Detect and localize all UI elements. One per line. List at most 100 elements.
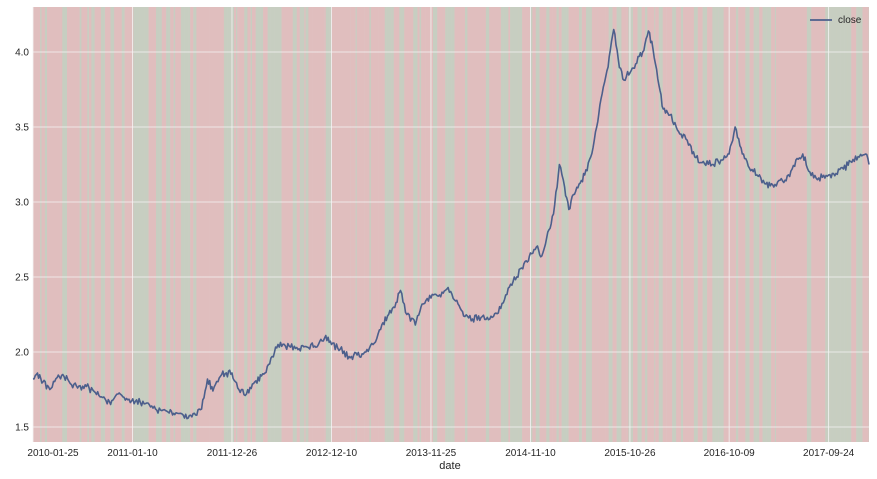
background-band (331, 7, 336, 442)
background-band (119, 7, 122, 442)
background-band (561, 7, 567, 442)
background-band (426, 7, 429, 442)
background-band (308, 7, 312, 442)
background-band (369, 7, 371, 442)
background-band (549, 7, 551, 442)
x-tick-label: 2011-01-10 (107, 448, 158, 459)
background-band (666, 7, 671, 442)
background-band (606, 7, 609, 442)
background-band (57, 7, 61, 442)
background-band (205, 7, 208, 442)
background-band (227, 7, 231, 442)
background-band (712, 7, 716, 442)
background-band (693, 7, 698, 442)
background-band (691, 7, 693, 442)
y-tick-label: 2.5 (15, 273, 29, 284)
background-band (218, 7, 221, 442)
background-band (723, 7, 726, 442)
background-band (370, 7, 376, 442)
background-band (247, 7, 251, 442)
background-band (851, 7, 857, 442)
x-tick-label: 2016-10-09 (704, 448, 756, 459)
background-band (457, 7, 462, 442)
background-band (471, 7, 475, 442)
background-band (53, 7, 58, 442)
background-band (583, 7, 586, 442)
background-band (553, 7, 556, 442)
background-band (114, 7, 119, 442)
background-band (135, 7, 140, 442)
background-band (465, 7, 468, 442)
background-band (803, 7, 806, 442)
background-band (508, 7, 511, 442)
background-band (196, 7, 201, 442)
background-band (40, 7, 42, 442)
background-band (492, 7, 494, 442)
background-band (485, 7, 490, 442)
background-band (670, 7, 673, 442)
background-band (745, 7, 750, 442)
background-band (296, 7, 300, 442)
background-band (467, 7, 472, 442)
background-band (378, 7, 381, 442)
background-band (67, 7, 69, 442)
background-band (571, 7, 576, 442)
background-band (672, 7, 677, 442)
background-band (786, 7, 789, 442)
background-band (800, 7, 802, 442)
background-band (864, 7, 869, 442)
background-band (522, 7, 524, 442)
background-band (813, 7, 818, 442)
background-band (87, 7, 89, 442)
background-band (428, 7, 432, 442)
background-band (766, 7, 772, 442)
background-band (94, 7, 98, 442)
background-band (500, 7, 504, 442)
background-band (749, 7, 754, 442)
x-tick-label: 2012-12-10 (306, 448, 358, 459)
background-band (419, 7, 422, 442)
background-band (440, 7, 444, 442)
background-band (238, 7, 241, 442)
background-band (604, 7, 606, 442)
background-band (645, 7, 648, 442)
y-tick-label: 4.0 (15, 48, 29, 59)
background-band (299, 7, 305, 442)
background-band (214, 7, 219, 442)
background-band (518, 7, 523, 442)
background-band (391, 7, 394, 442)
background-band (37, 7, 41, 442)
background-band (811, 7, 814, 442)
background-band (586, 7, 591, 442)
background-band (325, 7, 328, 442)
background-band (781, 7, 784, 442)
background-color-bands (33, 7, 869, 442)
background-band (822, 7, 824, 442)
background-band (148, 7, 152, 442)
background-band (689, 7, 692, 442)
background-band (417, 7, 420, 442)
background-band (315, 7, 318, 442)
background-band (270, 7, 275, 442)
background-band (609, 7, 613, 442)
background-band (209, 7, 214, 442)
background-band (655, 7, 659, 442)
background-band (568, 7, 572, 442)
background-band (89, 7, 92, 442)
x-tick-label: 2017-09-24 (803, 448, 855, 459)
background-band (579, 7, 582, 442)
background-band (628, 7, 633, 442)
background-band (774, 7, 777, 442)
background-band (806, 7, 812, 442)
background-band (162, 7, 167, 442)
background-band (240, 7, 242, 442)
y-tick-label: 2.0 (15, 348, 29, 359)
background-band (840, 7, 845, 442)
background-band (555, 7, 557, 442)
background-band (489, 7, 493, 442)
background-band (156, 7, 160, 442)
background-band (324, 7, 326, 442)
background-band (451, 7, 455, 442)
background-band (461, 7, 464, 442)
y-axis-ticks: 1.5 2.0 2.5 3.0 3.5 4.0 (15, 48, 29, 434)
